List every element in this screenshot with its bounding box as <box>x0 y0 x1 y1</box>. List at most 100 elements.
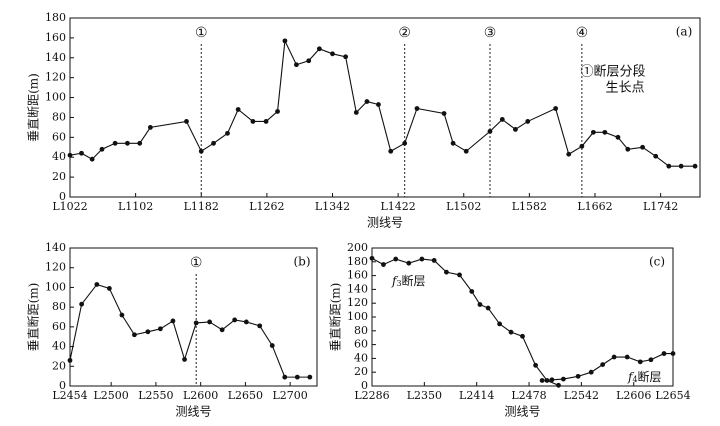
x-tick-label: L2286 <box>354 389 389 402</box>
data-point <box>575 373 581 379</box>
data-point <box>393 256 399 262</box>
y-tick-label: 140 <box>45 51 66 64</box>
data-point <box>549 377 555 383</box>
x-axis-title: 测线号 <box>175 405 211 419</box>
data-point <box>257 323 263 329</box>
data-point <box>294 62 299 68</box>
data-point <box>648 357 654 363</box>
data-point <box>343 54 349 60</box>
y-tick-label: 160 <box>45 31 66 44</box>
data-point <box>294 374 300 380</box>
data-point <box>263 119 269 124</box>
data-point <box>207 319 213 325</box>
annotation-segment-growth-point-line2: 生长点 <box>605 81 644 96</box>
y-tick-label: 0 <box>59 379 66 392</box>
y-tick-label: 100 <box>45 91 66 104</box>
data-point <box>487 128 493 134</box>
data-point <box>402 140 408 146</box>
data-point <box>692 163 698 169</box>
y-tick-label: 120 <box>45 261 66 274</box>
x-tick-label: L2478 <box>511 389 546 402</box>
data-point <box>431 258 437 263</box>
y-tick-label: 20 <box>354 365 368 378</box>
x-tick-label: L2650 <box>228 389 263 402</box>
data-point <box>513 126 518 132</box>
plot-frame <box>69 247 318 387</box>
data-point <box>556 382 561 388</box>
segment-marker-label: ① <box>190 255 203 271</box>
data-point <box>666 163 672 169</box>
data-point <box>147 124 153 130</box>
data-point <box>184 119 189 124</box>
data-point <box>539 378 545 383</box>
data-point <box>477 302 483 307</box>
data-point <box>381 262 386 267</box>
series-line-1 <box>69 283 310 378</box>
series-label-f3: f3断层 <box>391 273 426 289</box>
x-tick-label: L1262 <box>249 200 284 213</box>
x-tick-label: L1662 <box>577 200 612 213</box>
x-tick-label: L2500 <box>94 389 129 402</box>
y-tick-label: 80 <box>52 110 66 123</box>
data-point <box>99 146 105 152</box>
data-point <box>250 119 256 124</box>
data-point <box>145 329 151 335</box>
data-point <box>497 321 502 327</box>
x-tick-label: L1182 <box>184 200 219 213</box>
data-point <box>450 140 456 146</box>
data-point <box>661 351 667 356</box>
data-point <box>211 140 216 146</box>
data-point <box>444 269 449 275</box>
data-point <box>441 111 447 116</box>
data-point <box>193 320 199 326</box>
data-point <box>485 305 491 311</box>
data-point <box>388 148 394 154</box>
annotation-segment-growth-point: ①断层分段 <box>580 65 645 80</box>
y-tick-label: 100 <box>347 310 368 323</box>
data-point <box>137 140 143 146</box>
data-point <box>602 129 608 135</box>
data-point <box>353 110 359 115</box>
data-point <box>125 140 130 146</box>
plot-frame <box>69 17 701 198</box>
x-tick-label: L1742 <box>643 200 678 213</box>
panel-label: (a) <box>676 25 693 39</box>
segment-marker-label: ② <box>398 25 411 41</box>
y-tick-label: 120 <box>347 296 368 309</box>
data-point <box>553 106 559 111</box>
data-point <box>106 286 112 291</box>
x-tick-label: L1582 <box>512 200 547 213</box>
y-tick-label: 140 <box>347 282 368 295</box>
data-point <box>112 140 118 146</box>
data-point <box>232 317 238 323</box>
data-point <box>653 153 659 159</box>
data-point <box>269 343 275 348</box>
series-line-1 <box>371 257 559 386</box>
y-tick-label: 0 <box>361 379 368 392</box>
segment-marker-label: ① <box>195 25 208 41</box>
y-tick-label: 200 <box>347 241 368 254</box>
y-tick-label: 0 <box>59 190 66 203</box>
data-point <box>457 272 462 278</box>
y-axis-title: 垂直断距(m) <box>328 283 343 352</box>
y-tick-label: 180 <box>45 11 66 24</box>
data-point <box>157 326 163 332</box>
data-point <box>79 301 85 307</box>
y-tick-label: 60 <box>354 338 368 351</box>
y-tick-label: 40 <box>354 351 368 364</box>
data-point <box>611 354 617 360</box>
data-point <box>282 374 288 380</box>
data-point <box>579 143 585 149</box>
x-tick-label: L2350 <box>407 389 442 402</box>
x-tick-label: L1342 <box>315 200 350 213</box>
data-point <box>369 255 375 261</box>
data-point <box>600 362 606 368</box>
data-point <box>525 119 531 124</box>
data-point <box>625 146 631 152</box>
data-point <box>499 117 505 122</box>
data-point <box>307 374 313 380</box>
y-tick-label: 80 <box>52 300 66 313</box>
data-point <box>67 152 73 158</box>
y-tick-label: 160 <box>347 269 368 282</box>
